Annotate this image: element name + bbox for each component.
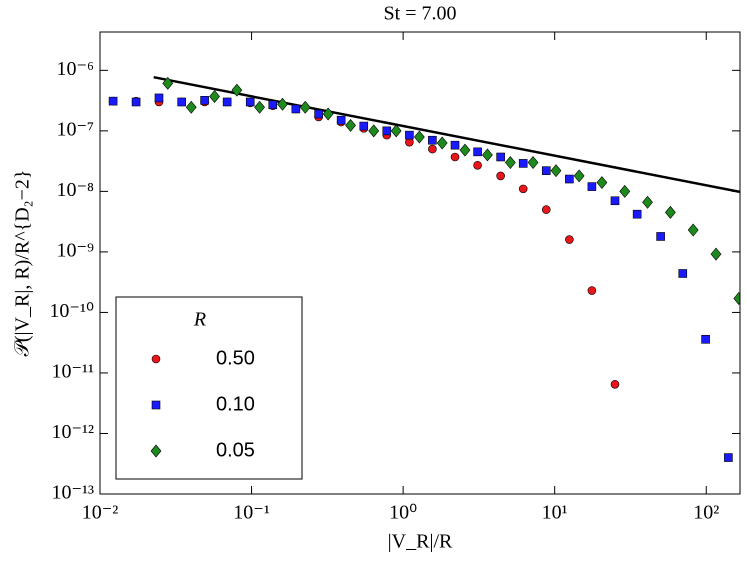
marker (518, 159, 528, 168)
marker (185, 100, 197, 114)
x-tick-label: 10⁻¹ (233, 502, 270, 524)
marker (710, 247, 722, 261)
marker (496, 152, 505, 162)
marker (678, 269, 688, 278)
y-axis-label: 𝒫(|V_R|, R)/R^{D₂−2} (12, 169, 34, 356)
chart-title: St = 7.00 (384, 3, 457, 25)
x-tick-label: 10⁻² (82, 502, 119, 524)
marker (496, 171, 505, 181)
marker (565, 235, 574, 244)
y-tick-label: 10⁻¹³ (51, 482, 94, 504)
x-tick-label: 10¹ (542, 502, 568, 524)
marker (245, 97, 255, 107)
marker (610, 196, 620, 206)
marker (450, 152, 460, 162)
marker (527, 156, 539, 169)
reference-line (153, 75, 740, 194)
marker (390, 124, 402, 138)
marker (209, 90, 220, 103)
marker (200, 95, 209, 105)
marker (587, 286, 597, 295)
marker (314, 109, 323, 119)
marker (345, 118, 356, 132)
plot-frame (99, 31, 741, 495)
x-axis-label: |V_R|/R (388, 531, 453, 553)
marker (162, 76, 174, 90)
marker (382, 126, 392, 136)
y-tick-label: 10⁻⁶ (56, 58, 94, 80)
marker (336, 115, 346, 125)
marker (254, 100, 265, 114)
marker (656, 232, 665, 241)
x-tick-label: 10² (693, 502, 719, 524)
legend-label: 0.50 (216, 347, 255, 369)
marker (619, 184, 631, 198)
y-tick-label: 10⁻⁸ (56, 179, 94, 201)
marker (504, 156, 516, 169)
legend-box (115, 296, 303, 480)
marker (428, 135, 437, 145)
marker (131, 97, 141, 107)
marker (151, 354, 161, 364)
marker (473, 147, 482, 157)
legend-label: 0.05 (216, 439, 255, 461)
marker (482, 148, 493, 162)
marker (428, 144, 437, 154)
marker (177, 97, 187, 107)
marker (541, 205, 551, 214)
marker (359, 121, 369, 131)
marker (277, 97, 288, 111)
marker (222, 97, 232, 107)
marker (268, 100, 278, 110)
marker (291, 104, 301, 114)
marker (450, 140, 460, 150)
marker (541, 166, 551, 175)
marker (632, 209, 642, 219)
marker (550, 164, 562, 178)
marker (231, 83, 243, 97)
y-tick-label: 10⁻¹¹ (51, 361, 94, 383)
marker (322, 107, 334, 121)
marker (436, 136, 448, 150)
marker (642, 195, 653, 209)
marker (413, 130, 425, 144)
y-tick-label: 10⁻¹⁰ (49, 300, 94, 322)
marker (473, 160, 482, 170)
marker (108, 96, 118, 106)
marker (687, 223, 699, 237)
marker (405, 130, 414, 140)
marker (154, 93, 164, 103)
marker (368, 124, 380, 138)
marker (733, 292, 740, 305)
marker (459, 143, 471, 157)
plot-area (108, 75, 740, 462)
legend-label: 0.10 (216, 393, 255, 415)
marker (573, 169, 585, 183)
marker (664, 205, 676, 219)
marker (610, 379, 620, 389)
marker (151, 400, 161, 410)
y-tick-label: 10⁻⁷ (56, 118, 94, 140)
x-tick-label: 10⁰ (389, 502, 417, 524)
marker (701, 334, 710, 344)
y-tick-label: 10⁻⁹ (56, 240, 94, 262)
y-tick-label: 10⁻¹² (51, 421, 94, 443)
marker (587, 182, 597, 191)
marker (150, 444, 162, 458)
marker (724, 453, 733, 462)
legend-title: R (193, 309, 206, 331)
marker (596, 176, 608, 190)
marker (518, 184, 528, 194)
marker (565, 174, 574, 184)
marker (299, 100, 311, 114)
